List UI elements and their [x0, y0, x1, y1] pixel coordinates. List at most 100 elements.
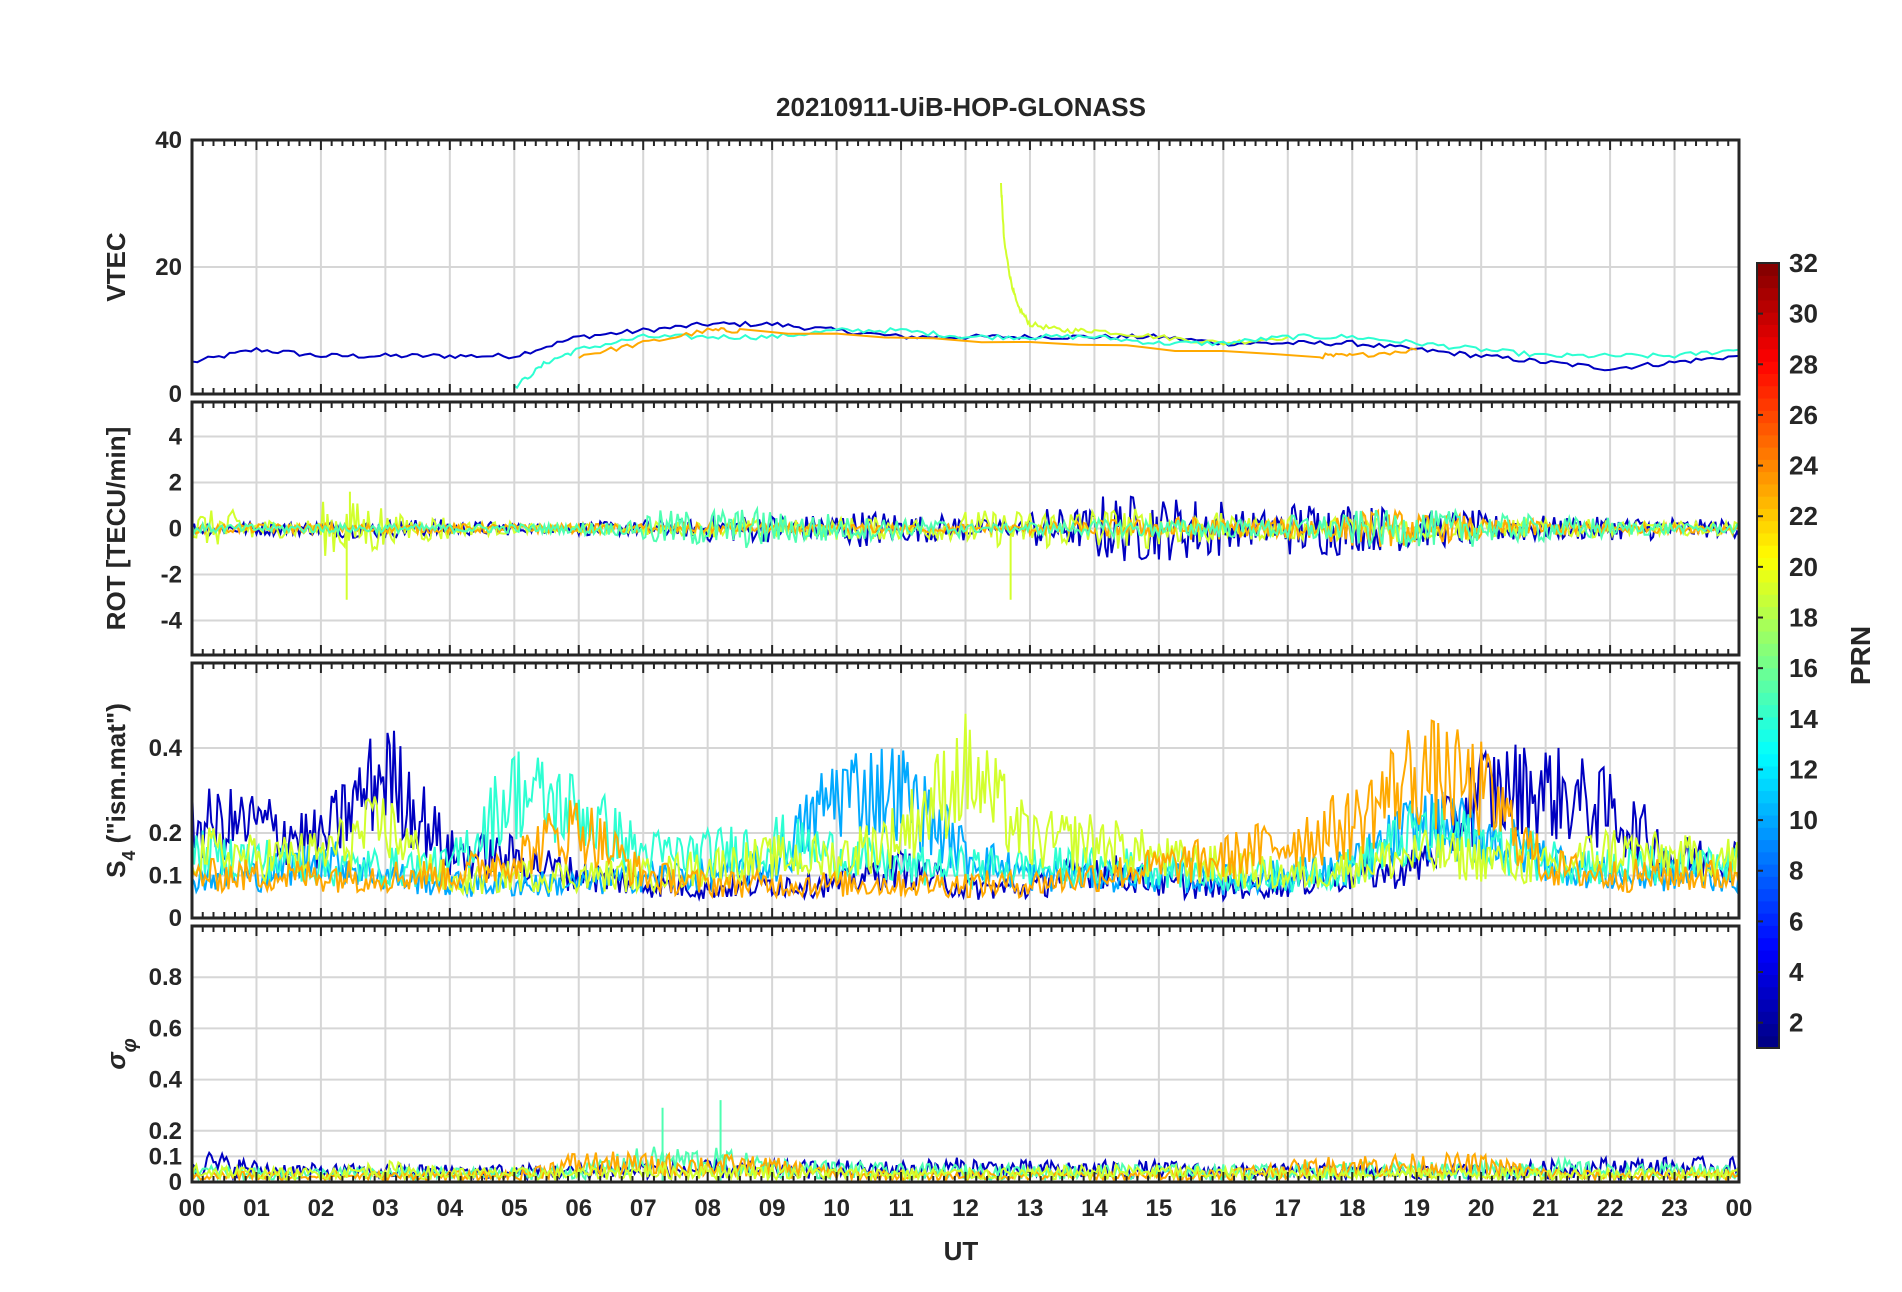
series-line-prn-19	[192, 713, 1739, 897]
colorbar-segment	[1757, 581, 1779, 595]
colorbar-segment	[1757, 275, 1779, 289]
y-tick-label: 0.2	[149, 820, 182, 847]
colorbar-segment	[1757, 1023, 1779, 1037]
y-axis-label-rot: ROT [TECU/min]	[101, 427, 131, 631]
x-tick-label: 08	[694, 1195, 721, 1222]
colorbar-tick-label: 12	[1789, 754, 1818, 784]
x-tick-label: 02	[308, 1195, 335, 1222]
x-tick-label: 05	[501, 1195, 528, 1222]
x-tick-label: 20	[1468, 1195, 1495, 1222]
colorbar-segment	[1757, 962, 1779, 976]
colorbar-segment	[1757, 814, 1779, 828]
colorbar-segment	[1757, 655, 1779, 669]
y-tick-label: -4	[161, 608, 183, 635]
colorbar-tick-label: 22	[1789, 501, 1818, 531]
x-tick-label: 23	[1661, 1195, 1688, 1222]
colorbar-tick-label: 10	[1789, 805, 1818, 835]
colorbar-tick-label: 14	[1789, 704, 1818, 734]
colorbar-tick-label: 2	[1789, 1008, 1803, 1038]
colorbar-tick-label: 30	[1789, 299, 1818, 329]
colorbar-segment	[1757, 606, 1779, 620]
y-tick-label: 0.4	[149, 735, 183, 762]
panel-data	[192, 491, 1739, 600]
series-line-prn-15	[192, 505, 1739, 549]
colorbar-segment	[1757, 557, 1779, 571]
colorbar-tick-label: 8	[1789, 856, 1803, 886]
colorbar-segment	[1757, 949, 1779, 963]
series-line-prn-10	[192, 748, 1739, 899]
colorbar-segment	[1757, 741, 1779, 755]
colorbar-segment	[1757, 974, 1779, 988]
colorbar-segment	[1757, 410, 1779, 424]
x-tick-label: 04	[436, 1195, 463, 1222]
colorbar-segment	[1757, 299, 1779, 313]
y-tick-label: 0	[169, 1169, 182, 1196]
colorbar-segment	[1757, 1035, 1779, 1049]
colorbar-segment	[1757, 422, 1779, 436]
colorbar-segment	[1757, 986, 1779, 1000]
colorbar-segment	[1757, 336, 1779, 350]
x-tick-label: 00	[179, 1195, 206, 1222]
series-line-prn-23	[578, 327, 1417, 360]
colorbar-segment	[1757, 704, 1779, 718]
y-tick-label: 0.1	[149, 863, 182, 890]
panel-data	[192, 713, 1739, 903]
colorbar-segment	[1757, 508, 1779, 522]
x-tick-label: 19	[1403, 1195, 1430, 1222]
x-axis-label: UT	[944, 1236, 979, 1266]
colorbar-segment	[1757, 1011, 1779, 1025]
x-tick-label: 06	[565, 1195, 592, 1222]
x-tick-label: 14	[1081, 1195, 1108, 1222]
colorbar-segment	[1757, 692, 1779, 706]
colorbar-segment	[1757, 520, 1779, 534]
x-tick-label: 07	[630, 1195, 657, 1222]
colorbar-segment	[1757, 778, 1779, 792]
series-line-prn-23	[192, 719, 1739, 900]
colorbar-tick-label: 24	[1789, 451, 1818, 481]
y-axis-label-sigma_phi: σφ	[101, 1038, 141, 1069]
colorbar-segment	[1757, 729, 1779, 742]
colorbar-segment	[1757, 397, 1779, 411]
panel-frame	[190, 138, 1741, 396]
y-tick-label: 0	[169, 516, 182, 543]
colorbar-segment	[1757, 827, 1779, 841]
y-tick-label: 4	[169, 424, 183, 451]
x-tick-label: 12	[952, 1195, 979, 1222]
colorbar-segment	[1757, 888, 1779, 902]
panel-rot: -4 -2 0 2 4 ROT [TECU/min]	[101, 400, 1741, 657]
colorbar-segment	[1757, 643, 1779, 657]
x-tick-label: 11	[888, 1195, 913, 1222]
colorbar-tick-label: 32	[1789, 248, 1818, 278]
colorbar-segment	[1757, 851, 1779, 865]
colorbar-segment	[1757, 876, 1779, 890]
colorbar-segment	[1757, 937, 1779, 951]
series-line-prn-14	[513, 327, 1739, 390]
y-tick-label: 0	[169, 381, 182, 408]
colorbar-segment	[1757, 716, 1779, 730]
colorbar-segment	[1757, 753, 1779, 767]
x-tick-label: 13	[1017, 1195, 1044, 1222]
colorbar-segment	[1757, 324, 1779, 338]
colorbar-segment	[1757, 925, 1779, 939]
x-tick-label: 03	[372, 1195, 399, 1222]
colorbar-tick-label: 16	[1789, 653, 1818, 683]
colorbar-segment	[1757, 545, 1779, 558]
colorbar-segment	[1757, 630, 1779, 644]
colorbar-segment	[1757, 471, 1779, 485]
colorbar-tick-label: 18	[1789, 603, 1818, 633]
x-tick-label: 01	[243, 1195, 270, 1222]
y-tick-label: 0.1	[149, 1143, 182, 1170]
x-tick-label: 21	[1532, 1195, 1559, 1222]
x-tick-label: 16	[1210, 1195, 1237, 1222]
colorbar-segment	[1757, 287, 1779, 301]
colorbar-segment	[1757, 790, 1779, 804]
colorbar-segment	[1757, 839, 1779, 853]
colorbar-segment	[1757, 618, 1779, 632]
x-tick-label: 22	[1597, 1195, 1624, 1222]
colorbar-segment	[1757, 802, 1779, 816]
colorbar-segment	[1757, 765, 1779, 779]
y-tick-label: 0.4	[149, 1067, 183, 1094]
y-axis-label-s4: S4 ("ism.mat")	[101, 703, 139, 878]
